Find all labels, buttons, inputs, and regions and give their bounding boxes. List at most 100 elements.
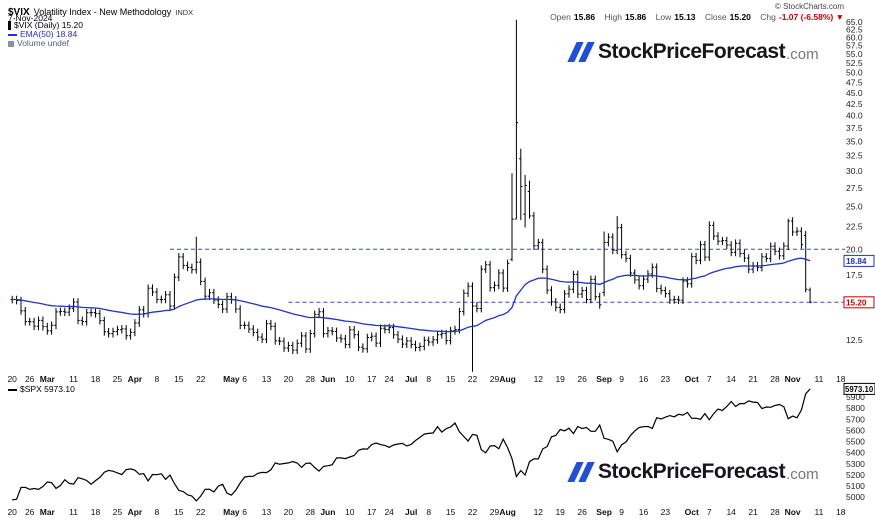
chg-value: -1.07 (-6.58%) ▼: [778, 12, 844, 22]
low-value: 15.13: [674, 12, 696, 22]
watermark-domain: .com: [786, 46, 819, 63]
svg-text:Jun: Jun: [320, 507, 335, 517]
svg-text:Jun: Jun: [320, 374, 335, 384]
svg-text:5900: 5900: [846, 392, 865, 402]
svg-text:25: 25: [113, 374, 123, 384]
open-value: 15.86: [573, 12, 596, 22]
price-label-box: 18.84: [843, 254, 875, 267]
svg-text:Oct: Oct: [685, 374, 699, 384]
svg-text:Apr: Apr: [128, 507, 143, 517]
svg-text:57.5: 57.5: [846, 41, 863, 51]
svg-text:25: 25: [113, 507, 123, 517]
svg-text:24: 24: [384, 507, 394, 517]
line-icon: [8, 388, 17, 391]
svg-text:50.0: 50.0: [846, 68, 863, 78]
svg-text:Sep: Sep: [596, 507, 612, 517]
svg-text:20: 20: [7, 374, 17, 384]
svg-text:52.5: 52.5: [846, 58, 863, 68]
open-label: Open: [550, 12, 571, 22]
svg-text:8: 8: [155, 374, 160, 384]
price-label-box: 15.20: [843, 296, 875, 309]
chg-label: Chg: [760, 12, 776, 22]
svg-text:5600: 5600: [846, 425, 865, 435]
svg-text:47.5: 47.5: [846, 78, 863, 88]
chart-header: $VIX Volatility Index - New Methodology IN…: [8, 2, 193, 20]
svg-text:20: 20: [284, 507, 294, 517]
spx-last-label-box: 5973.10: [843, 382, 875, 395]
stockcharts-copyright-link[interactable]: © StockCharts.com: [774, 2, 844, 11]
svg-text:65.0: 65.0: [846, 17, 863, 27]
legend-item-volume: Volume undef: [8, 39, 83, 48]
svg-text:15: 15: [174, 374, 184, 384]
symbol-label: $VIX: [8, 7, 30, 18]
high-value: 15.86: [625, 12, 647, 22]
svg-text:5700: 5700: [846, 414, 865, 424]
svg-text:11: 11: [814, 507, 823, 517]
svg-text:19: 19: [555, 507, 565, 517]
svg-text:23: 23: [661, 507, 671, 517]
legend-ema-label: EMA(50) 18.84: [20, 29, 78, 40]
watermark-main: StockPriceForecast .com: [567, 40, 819, 64]
legend-volume-label: Volume undef: [17, 38, 69, 49]
svg-text:Aug: Aug: [499, 374, 516, 384]
svg-text:Mar: Mar: [40, 507, 56, 517]
svg-text:10: 10: [345, 507, 355, 517]
svg-text:15: 15: [174, 507, 184, 517]
svg-text:18.84: 18.84: [846, 257, 867, 266]
svg-text:35.0: 35.0: [846, 136, 863, 146]
watermark-lower: StockPriceForecast .com: [567, 460, 819, 484]
svg-text:27.5: 27.5: [846, 183, 863, 193]
svg-text:26: 26: [577, 507, 587, 517]
svg-text:42.5: 42.5: [846, 99, 863, 109]
svg-text:11: 11: [69, 374, 78, 384]
svg-text:9: 9: [619, 374, 624, 384]
svg-text:7: 7: [707, 507, 712, 517]
svg-text:9: 9: [619, 507, 624, 517]
svg-text:32.5: 32.5: [846, 151, 863, 161]
chart-date: 7-Nov-2024: [8, 13, 53, 23]
svg-text:28: 28: [306, 374, 316, 384]
svg-text:15: 15: [446, 374, 456, 384]
close-value: 15.20: [729, 12, 751, 22]
svg-text:20.0: 20.0: [846, 244, 863, 254]
svg-text:40.0: 40.0: [846, 111, 863, 121]
svg-text:15: 15: [446, 507, 456, 517]
svg-text:12.5: 12.5: [846, 335, 863, 345]
svg-text:62.5: 62.5: [846, 25, 863, 35]
svg-text:23: 23: [661, 374, 671, 384]
volume-bars-icon: [8, 41, 14, 47]
svg-text:18: 18: [91, 374, 101, 384]
svg-text:55.0: 55.0: [846, 49, 863, 59]
svg-text:18: 18: [836, 374, 846, 384]
svg-text:18: 18: [836, 507, 846, 517]
svg-text:21: 21: [748, 374, 758, 384]
svg-text:5000: 5000: [846, 492, 865, 502]
svg-text:30.0: 30.0: [846, 166, 863, 176]
svg-text:6: 6: [242, 507, 247, 517]
svg-text:Nov: Nov: [785, 374, 801, 384]
svg-text:5200: 5200: [846, 470, 865, 480]
svg-text:5800: 5800: [846, 403, 865, 413]
spx-line: [12, 388, 811, 502]
watermark-text: StockPriceForecast: [598, 40, 786, 63]
svg-text:13: 13: [262, 374, 272, 384]
svg-text:22: 22: [196, 507, 206, 517]
svg-text:Mar: Mar: [40, 374, 56, 384]
legend-item-ema: EMA(50) 18.84: [8, 30, 83, 39]
svg-text:Aug: Aug: [499, 507, 516, 517]
legend-item-vix: $VIX (Daily) 15.20: [8, 20, 83, 31]
legend-vix-label: $VIX (Daily) 15.20: [14, 20, 83, 30]
svg-text:Sep: Sep: [596, 374, 612, 384]
svg-text:14: 14: [726, 507, 736, 517]
svg-text:8: 8: [155, 507, 160, 517]
watermark-domain: .com: [786, 466, 819, 483]
svg-text:10: 10: [345, 374, 355, 384]
svg-text:60.0: 60.0: [846, 32, 863, 42]
quote-line: Open 15.86 High 15.86 Low 15.13 Close 15.20 …: [543, 12, 844, 22]
low-label: Low: [655, 12, 672, 22]
svg-text:22: 22: [468, 374, 478, 384]
svg-text:17: 17: [367, 507, 377, 517]
